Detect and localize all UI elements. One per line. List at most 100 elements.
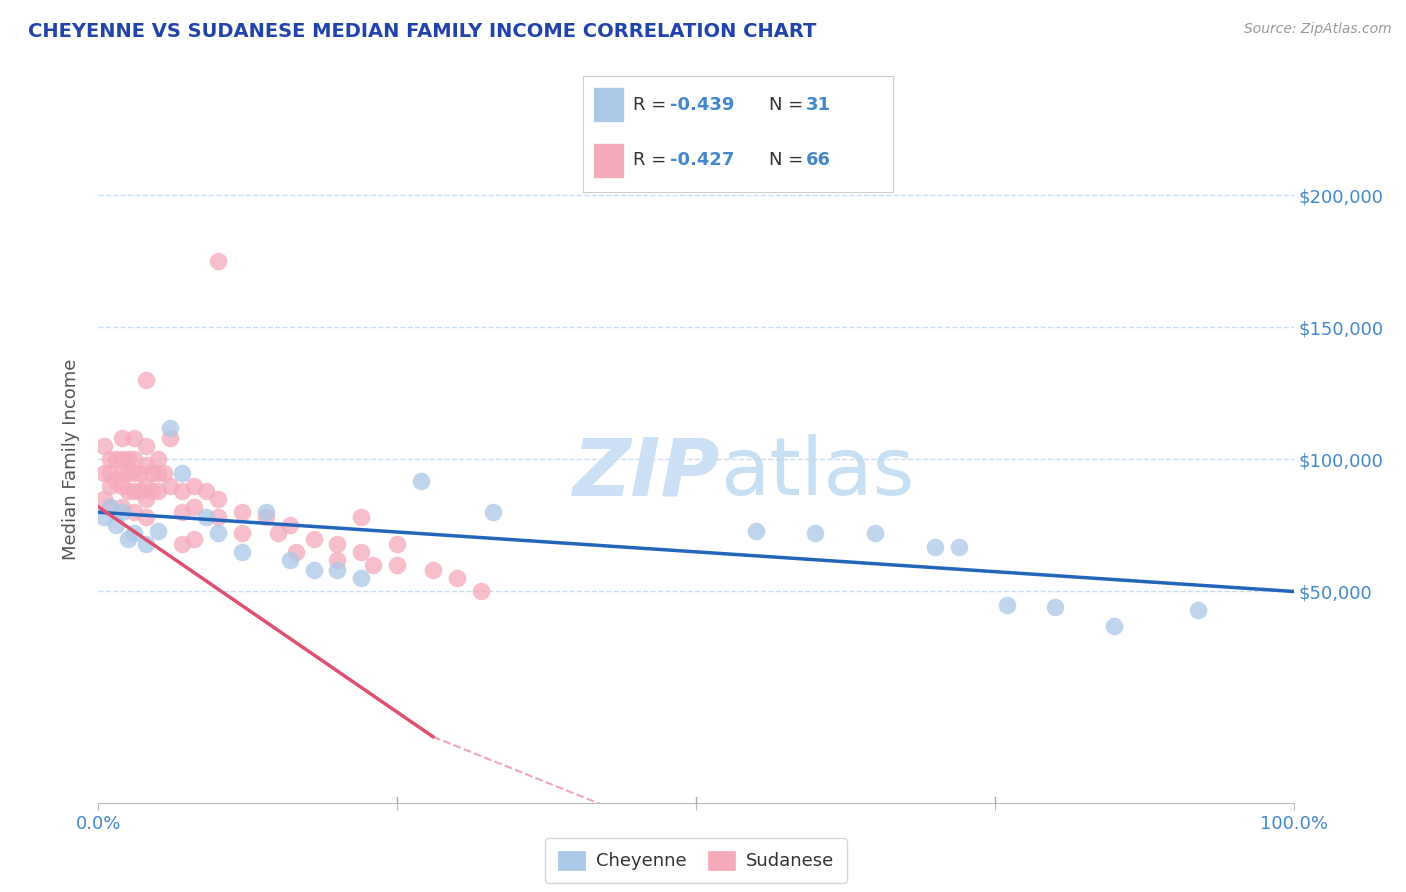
Point [105,452,128,467]
Point [98,500,122,514]
Point [124,452,146,467]
Point [172,537,194,551]
Point [111,479,134,493]
Point [159,479,181,493]
Point [278,518,301,533]
Point [105,474,128,488]
Text: CHEYENNE VS SUDANESE MEDIAN FAMILY INCOME CORRELATION CHART: CHEYENNE VS SUDANESE MEDIAN FAMILY INCOM… [28,22,817,41]
Point [111,452,134,467]
Point [1187,603,1209,617]
Point [231,505,253,519]
Point [194,484,218,499]
Point [124,526,146,541]
Text: -0.427: -0.427 [671,152,734,169]
Point [93,491,115,506]
Point [481,505,505,519]
Point [326,553,349,567]
Point [350,571,373,585]
Point [135,439,157,453]
Point [326,537,349,551]
Point [141,484,163,499]
Point [183,500,205,514]
Point [172,484,194,499]
Point [117,466,139,480]
Text: 66: 66 [806,152,831,169]
Legend: Cheyenne, Sudanese: Cheyenne, Sudanese [546,838,846,883]
Point [135,479,157,493]
Point [183,479,205,493]
Point [995,598,1018,612]
Y-axis label: Median Family Income: Median Family Income [62,359,80,560]
Point [148,524,170,538]
Point [804,526,827,541]
Point [98,466,122,480]
Point [124,431,146,445]
Point [148,484,170,499]
Point [302,563,325,577]
Point [124,505,146,519]
Text: -0.439: -0.439 [671,95,734,114]
Point [207,254,229,268]
Point [148,452,170,467]
Point [159,420,181,434]
Point [135,458,157,472]
Point [172,466,194,480]
Point [254,510,277,524]
Point [105,518,128,533]
Text: N =: N = [769,95,808,114]
Point [745,524,768,538]
Point [159,431,181,445]
Point [135,491,157,506]
Point [111,505,134,519]
Text: Source: ZipAtlas.com: Source: ZipAtlas.com [1244,22,1392,37]
Bar [593,143,624,178]
Point [350,510,373,524]
Point [948,540,970,554]
Point [385,558,409,572]
Point [278,553,301,567]
Point [326,563,349,577]
Point [135,373,157,387]
Point [207,526,229,541]
Point [93,439,115,453]
Point [124,466,146,480]
Point [350,545,373,559]
Text: N =: N = [769,152,808,169]
Text: atlas: atlas [720,434,914,512]
Point [1043,600,1066,615]
Point [284,545,307,559]
Point [117,532,139,546]
Point [117,484,139,499]
Point [129,484,152,499]
Point [141,466,163,480]
Point [446,571,468,585]
Point [111,431,134,445]
Bar [593,87,624,122]
Point [207,491,229,506]
Text: 31: 31 [806,95,831,114]
Point [98,479,122,493]
Point [98,452,122,467]
Point [422,563,444,577]
Point [863,526,887,541]
Point [129,466,152,480]
Point [124,484,146,499]
Text: ZIP: ZIP [572,434,720,512]
Point [254,505,277,519]
Point [411,474,433,488]
Point [148,466,170,480]
Point [135,510,157,524]
Point [363,558,385,572]
Point [117,452,139,467]
Point [267,526,290,541]
Point [231,526,253,541]
Point [385,537,409,551]
Point [207,510,229,524]
Point [153,466,176,480]
Point [194,510,218,524]
Point [93,510,115,524]
Point [302,532,325,546]
Point [1102,619,1125,633]
Point [111,466,134,480]
Point [93,466,115,480]
